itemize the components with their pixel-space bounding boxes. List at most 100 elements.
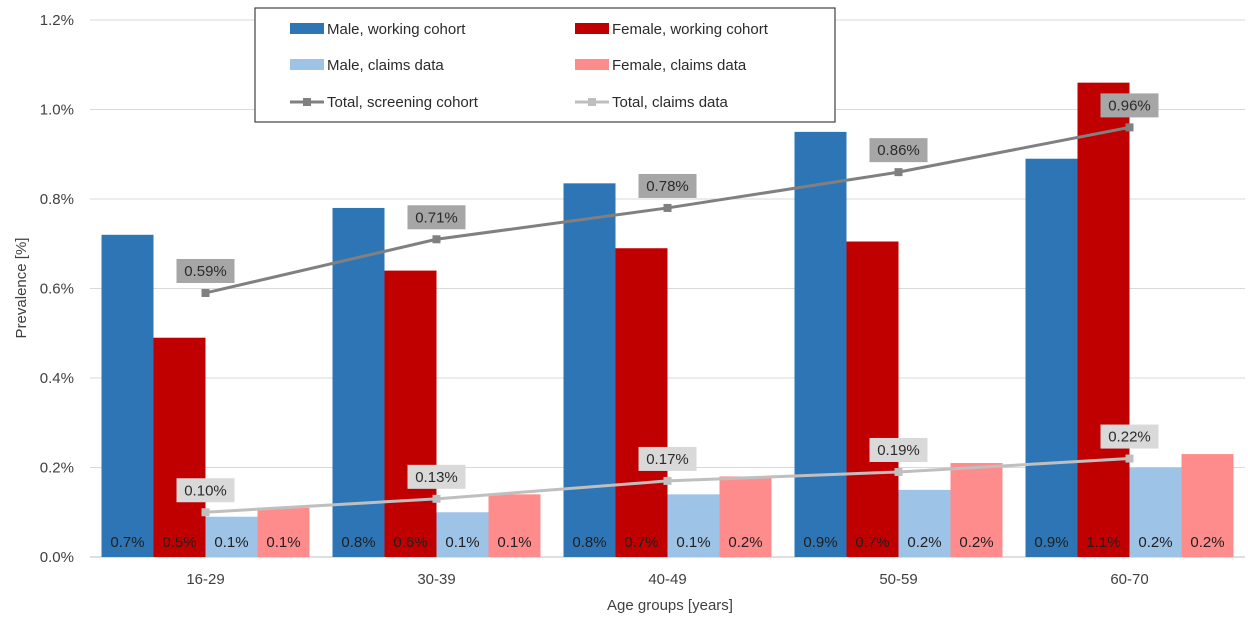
line-data-label: 0.78% — [646, 178, 689, 195]
line-label-box — [176, 478, 235, 503]
y-tick-label: 0.4% — [40, 370, 74, 387]
line-marker — [894, 467, 903, 476]
legend-marker — [588, 98, 596, 106]
bar — [1077, 82, 1130, 558]
legend-box — [254, 7, 836, 123]
x-tick-label: 60-70 — [1110, 571, 1148, 588]
line-marker — [894, 168, 903, 177]
line-data-label: 0.96% — [1108, 97, 1151, 114]
bar-data-label: 0.1% — [214, 534, 248, 551]
line-label-box — [638, 446, 697, 471]
bar-data-label: 0.5% — [162, 534, 196, 551]
line-marker — [1125, 123, 1134, 132]
bar-data-label: 0.9% — [1034, 534, 1068, 551]
line-marker — [432, 235, 441, 244]
legend-entry: Total, claims data — [612, 94, 729, 111]
bar — [1181, 454, 1234, 557]
bar — [101, 234, 154, 558]
bar — [615, 248, 668, 557]
line-marker — [663, 203, 672, 212]
line-data-label: 0.59% — [184, 263, 227, 280]
bar — [384, 270, 437, 557]
bar-data-label: 0.6% — [393, 534, 427, 551]
line-data-label: 0.22% — [1108, 429, 1151, 446]
bar — [1129, 467, 1182, 557]
x-axis-title: Age groups [years] — [607, 597, 733, 614]
bar-data-label: 0.9% — [803, 534, 837, 551]
bar-data-label: 0.8% — [341, 534, 375, 551]
bar-data-label: 0.1% — [266, 534, 300, 551]
line-data-label: 0.19% — [877, 442, 920, 459]
y-tick-label: 0.8% — [40, 191, 74, 208]
x-tick-label: 30-39 — [417, 571, 455, 588]
legend-swatch — [290, 23, 324, 34]
line-marker — [663, 476, 672, 485]
bar-data-label: 0.2% — [959, 534, 993, 551]
bar-data-label: 0.1% — [445, 534, 479, 551]
bar-data-label: 0.2% — [907, 534, 941, 551]
y-tick-label: 0.2% — [40, 460, 74, 477]
bar — [719, 476, 772, 557]
line-label-box — [1100, 93, 1159, 118]
legend-entry: Male, working cohort — [327, 21, 466, 38]
bar — [153, 337, 206, 557]
line-marker — [201, 288, 210, 297]
bar-data-label: 0.7% — [110, 534, 144, 551]
axes: Prevalence [%] Age groups [years] 0.0% 0.… — [13, 12, 1149, 614]
data-labels: 0.7% 0.8% 0.8% 0.9% 0.9% 0.5% 0.6% 0.7% 0.7% 1.1%… — [110, 93, 1225, 551]
line-marker — [201, 508, 210, 517]
legend-marker — [303, 98, 311, 106]
y-tick-label: 1.2% — [40, 12, 74, 29]
line-data-label: 0.71% — [415, 209, 458, 226]
line-label-box — [869, 138, 928, 163]
bar — [667, 494, 720, 557]
bar — [846, 241, 899, 557]
line-data-label: 0.17% — [646, 451, 689, 468]
x-tick-label: 16-29 — [186, 571, 224, 588]
bar — [794, 131, 847, 557]
bar-data-label: 0.2% — [728, 534, 762, 551]
bar-data-label: 0.7% — [855, 534, 889, 551]
y-tick-label: 1.0% — [40, 102, 74, 119]
legend-swatch — [290, 59, 324, 70]
bar — [898, 489, 951, 557]
line-label-box — [869, 437, 928, 462]
bar — [257, 507, 310, 557]
line-label-box — [1100, 424, 1159, 449]
bar-data-label: 0.8% — [572, 534, 606, 551]
bar-data-label: 0.1% — [497, 534, 531, 551]
line-data-label: 0.86% — [877, 142, 920, 159]
x-tick-label: 40-49 — [648, 571, 686, 588]
bar-data-label: 1.1% — [1086, 534, 1120, 551]
line-label-box — [407, 464, 466, 489]
line-label-box — [176, 258, 235, 283]
bar-data-label: 0.1% — [676, 534, 710, 551]
legend: Male, working cohort Female, working coho… — [254, 7, 836, 123]
line-label-box — [407, 205, 466, 230]
y-tick-label: 0.6% — [40, 281, 74, 298]
bar-data-label: 0.2% — [1190, 534, 1224, 551]
legend-entry: Female, working cohort — [612, 21, 769, 38]
legend-swatch — [575, 23, 609, 34]
line-marker — [432, 494, 441, 503]
line-label-box — [638, 173, 697, 198]
line-data-label: 0.10% — [184, 482, 227, 499]
bar — [488, 494, 541, 557]
x-tick-label: 50-59 — [879, 571, 917, 588]
legend-entry: Total, screening cohort — [327, 94, 479, 111]
bar — [563, 183, 616, 557]
bar — [436, 512, 489, 557]
legend-swatch — [575, 59, 609, 70]
bar — [332, 207, 385, 557]
bar — [1025, 158, 1078, 557]
bar — [205, 516, 258, 557]
bar-data-label: 0.2% — [1138, 534, 1172, 551]
y-tick-label: 0.0% — [40, 549, 74, 566]
legend-entry: Male, claims data — [327, 57, 444, 74]
line-marker — [1125, 454, 1134, 463]
lines — [201, 123, 1134, 517]
legend-entry: Female, claims data — [612, 57, 747, 74]
bar-data-label: 0.7% — [624, 534, 658, 551]
